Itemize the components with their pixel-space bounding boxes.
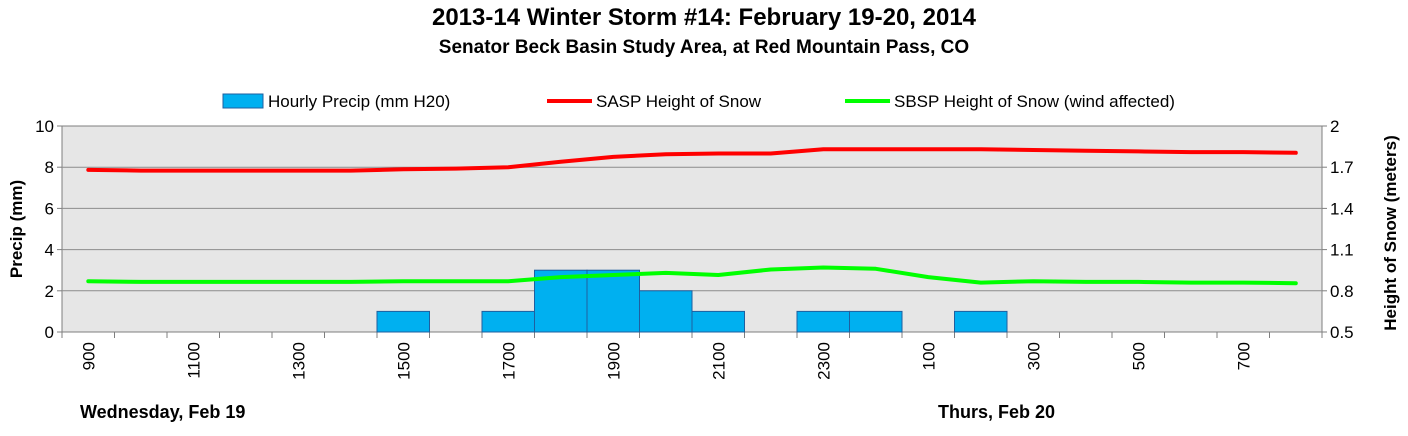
precip-bar xyxy=(849,310,903,333)
x-tick-label: 700 xyxy=(1234,342,1253,370)
x-tick-label: 1700 xyxy=(499,342,518,380)
precip-bar xyxy=(376,310,430,333)
precip-bar xyxy=(691,310,745,333)
x-tick-label: 1300 xyxy=(289,342,308,380)
y2-axis-title: Height of Snow (meters) xyxy=(1381,135,1400,331)
y2-tick-label: 1.4 xyxy=(1330,199,1354,218)
legend-label-sbsp: SBSP Height of Snow (wind affected) xyxy=(894,92,1175,111)
sasp-snow-line xyxy=(86,147,1298,173)
y-tick-label: 10 xyxy=(35,117,54,136)
precip-bar xyxy=(534,269,588,333)
x-tick-label: 300 xyxy=(1024,342,1043,370)
x-tick-label: 500 xyxy=(1129,342,1148,370)
legend-label-sasp: SASP Height of Snow xyxy=(596,92,762,111)
chart-title: 2013-14 Winter Storm #14: February 19-20… xyxy=(431,4,977,31)
legend-label-precip: Hourly Precip (mm H20) xyxy=(268,92,450,111)
y-tick-label: 0 xyxy=(45,323,54,342)
sbsp-snow-line xyxy=(86,265,1298,286)
y2-tick-label: 0.5 xyxy=(1330,323,1354,342)
y-tick-label: 4 xyxy=(45,241,54,260)
x-tick-label: 1100 xyxy=(184,342,203,379)
precip-bar xyxy=(481,310,535,333)
y-axis-title: Precip (mm) xyxy=(7,180,26,278)
x-tick-label: 1900 xyxy=(604,342,623,380)
day-label-thursday: Thurs, Feb 20 xyxy=(938,402,1056,422)
precip-bar xyxy=(586,269,640,333)
day-label-wednesday: Wednesday, Feb 19 xyxy=(80,402,246,422)
y2-tick-label: 0.8 xyxy=(1330,282,1354,301)
y-tick-label: 2 xyxy=(45,282,54,301)
chart-subtitle: Senator Beck Basin Study Area, at Red Mo… xyxy=(438,37,970,58)
x-tick-label: 2300 xyxy=(814,342,833,380)
legend-swatch-precip xyxy=(222,93,264,109)
precip-bar xyxy=(639,290,693,333)
y2-tick-label: 1.7 xyxy=(1330,158,1354,177)
x-tick-label: 2100 xyxy=(709,342,728,380)
precip-bar xyxy=(954,310,1008,333)
y2-tick-label: 2 xyxy=(1330,117,1339,136)
x-tick-label: 100 xyxy=(919,342,938,370)
precip-bar xyxy=(796,310,850,333)
x-tick-label: 900 xyxy=(79,342,98,370)
y2-tick-label: 1.1 xyxy=(1330,241,1354,260)
x-tick-label: 1500 xyxy=(394,342,413,380)
y-tick-label: 6 xyxy=(45,199,54,218)
y-tick-label: 8 xyxy=(45,158,54,177)
